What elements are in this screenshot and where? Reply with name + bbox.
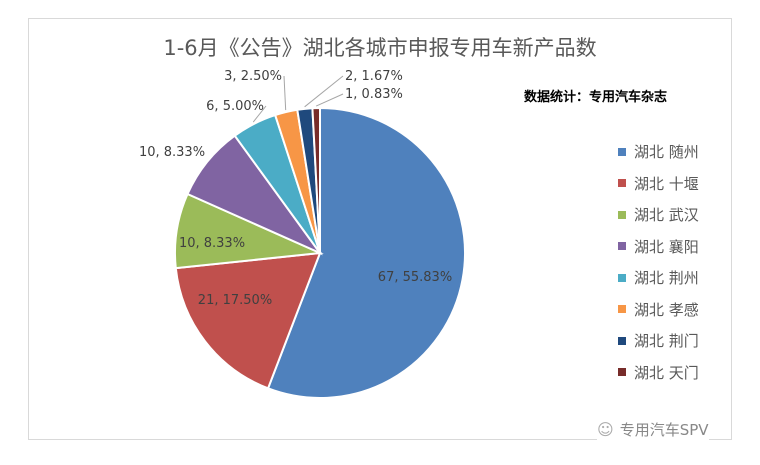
legend-item: 湖北 天门 [618,357,699,389]
data-label-2: 10, 8.33% [179,236,245,251]
leader-line-7 [315,93,344,107]
legend-label: 湖北 武汉 [634,206,699,225]
legend-swatch [618,179,626,188]
legend: 湖北 随州湖北 十堰湖北 武汉湖北 襄阳湖北 荆州湖北 孝感湖北 荆门湖北 天门 [618,136,699,388]
legend-item: 湖北 十堰 [618,168,699,200]
legend-label: 湖北 天门 [634,363,699,382]
data-label-4: 6, 5.00% [206,99,264,114]
pie-slice-0 [266,106,466,399]
legend-swatch [618,336,626,345]
data-label-6: 2, 1.67% [345,69,403,84]
data-label-7: 1, 0.83% [345,87,403,102]
pie-slice-7 [311,106,321,254]
leader-line-5 [283,75,287,111]
chart-annotation: 数据统计：专用汽车杂志 [524,90,668,105]
data-label-3: 10, 8.33% [139,145,205,160]
data-label-0: 67, 55.83% [378,270,452,285]
legend-label: 湖北 荆州 [634,269,699,288]
leader-line-4 [252,105,267,123]
chart-title: 1-6月《公告》湖北各城市申报专用车新产品数 [163,36,597,60]
legend-item: 湖北 襄阳 [618,231,699,263]
legend-swatch [618,368,626,377]
legend-item: 湖北 孝感 [618,294,699,326]
legend-label: 湖北 襄阳 [634,237,699,256]
legend-item: 湖北 武汉 [618,199,699,231]
legend-label: 湖北 荆门 [634,332,699,351]
watermark: ☺ 专用汽车SPV [597,419,709,440]
data-label-5: 3, 2.50% [224,69,282,84]
pie-slice-1 [174,251,322,390]
legend-swatch [618,210,626,219]
legend-label: 湖北 十堰 [634,174,699,193]
data-label-1: 21, 17.50% [198,293,272,308]
legend-swatch [618,242,626,251]
legend-item: 湖北 荆门 [618,325,699,357]
wechat-icon: ☺ [597,420,614,439]
legend-label: 湖北 孝感 [634,300,699,319]
legend-item: 湖北 荆州 [618,262,699,294]
watermark-text: 专用汽车SPV [619,421,709,439]
legend-item: 湖北 随州 [618,136,699,168]
legend-swatch [618,147,626,156]
chart-frame [28,18,732,440]
legend-swatch [618,273,626,282]
legend-label: 湖北 随州 [634,143,699,162]
legend-swatch [618,305,626,314]
leader-line-6 [304,75,344,108]
